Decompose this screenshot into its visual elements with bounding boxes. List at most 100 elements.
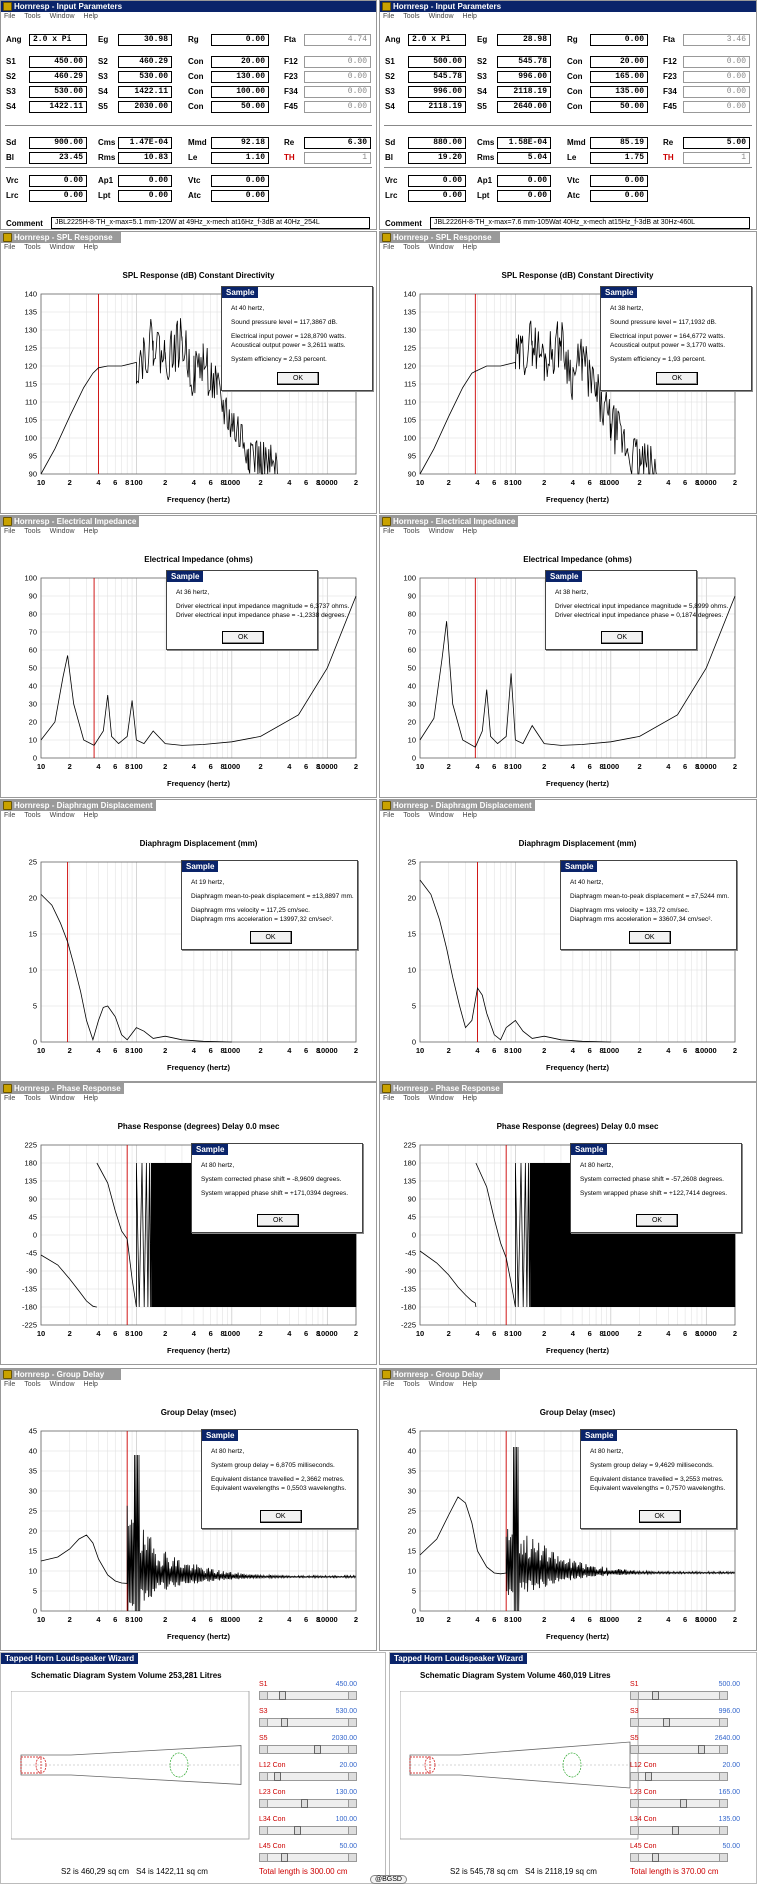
menu-item[interactable]: File (383, 1095, 395, 1102)
wizard-slider[interactable] (630, 1853, 728, 1862)
param-value-field[interactable]: 500.00 (408, 56, 466, 68)
slider-left-arrow[interactable] (260, 1746, 268, 1753)
slider-left-arrow[interactable] (631, 1800, 639, 1807)
ok-button[interactable]: OK (259, 1510, 302, 1523)
menu-item[interactable]: Tools (403, 1095, 420, 1102)
sample-dialog-title[interactable]: Sample (202, 1430, 239, 1441)
param-value-field[interactable]: 100.00 (211, 86, 269, 98)
window-titlebar[interactable]: Hornresp - Phase Response (1, 1083, 124, 1094)
window-titlebar[interactable]: Hornresp - Input Parameters (1, 1, 376, 12)
param-value-field[interactable]: 2118.19 (497, 86, 551, 98)
slider-left-arrow[interactable] (631, 1827, 639, 1834)
param-value-field[interactable]: 0.00 (590, 175, 648, 187)
param-value-field[interactable]: 460.29 (29, 71, 87, 83)
param-value-field[interactable]: 1 (683, 152, 750, 164)
slider-right-arrow[interactable] (348, 1719, 356, 1726)
menu-item[interactable]: File (383, 244, 395, 251)
sample-dialog-title[interactable]: Sample (546, 571, 583, 582)
wizard-slider[interactable] (630, 1772, 728, 1781)
param-value-field[interactable]: 0.00 (304, 101, 371, 113)
comment-field[interactable]: JBL2225H-8-TH_x-max=5.1 mm-120W at 49Hz_… (51, 217, 370, 229)
menu-item[interactable]: Tools (403, 812, 420, 819)
window-titlebar[interactable]: Hornresp - Electrical Impedance (1, 516, 140, 527)
slider-left-arrow[interactable] (631, 1746, 639, 1753)
param-value-field[interactable]: 1422.11 (118, 86, 172, 98)
sample-dialog-title[interactable]: Sample (167, 571, 204, 582)
menu-item[interactable]: Tools (24, 1381, 41, 1388)
slider-left-arrow[interactable] (631, 1773, 639, 1780)
menu-item[interactable]: Help (462, 13, 477, 20)
menu-item[interactable]: Window (49, 13, 75, 20)
window-titlebar[interactable]: Hornresp - Group Delay (1, 1369, 121, 1380)
param-value-field[interactable]: 2030.00 (118, 101, 172, 113)
ok-button[interactable]: OK (277, 372, 319, 385)
param-value-field[interactable]: 0.00 (683, 56, 750, 68)
param-value-field[interactable]: 5.04 (497, 152, 551, 164)
slider-thumb[interactable] (273, 1772, 281, 1781)
param-value-field[interactable]: 1422.11 (29, 101, 87, 113)
menu-item[interactable]: Tools (403, 528, 420, 535)
param-value-field[interactable]: 130.00 (211, 71, 269, 83)
slider-left-arrow[interactable] (260, 1719, 268, 1726)
ok-button[interactable]: OK (249, 931, 292, 944)
param-value-field[interactable]: 165.00 (590, 71, 648, 83)
param-value-field[interactable]: 450.00 (29, 56, 87, 68)
wizard-slider[interactable] (259, 1826, 357, 1835)
menu-item[interactable]: Help (83, 528, 98, 535)
param-value-field[interactable]: 0.00 (211, 34, 269, 46)
window-titlebar[interactable]: Hornresp - Diaphragm Displacement (380, 800, 535, 811)
param-value-field[interactable]: 0.00 (304, 56, 371, 68)
param-value-field[interactable]: 0.00 (304, 86, 371, 98)
menu-item[interactable]: Window (49, 1095, 75, 1102)
wizard-title[interactable]: Tapped Horn Loudspeaker Wizard (1, 1653, 139, 1664)
menu-item[interactable]: Help (83, 13, 98, 20)
param-value-field[interactable]: 1.58E-04 (497, 137, 551, 149)
param-value-field[interactable]: 0.00 (408, 175, 466, 187)
menu-item[interactable]: Tools (403, 13, 420, 20)
param-value-field[interactable]: 0.00 (590, 190, 648, 202)
param-value-field[interactable]: 1.47E-04 (118, 137, 172, 149)
wizard-slider[interactable] (630, 1691, 728, 1700)
comment-field[interactable]: JBL2226H-8-TH_x-max=7.6 mm-105Wat 40Hz_x… (430, 217, 750, 229)
slider-thumb[interactable] (279, 1691, 287, 1700)
param-value-field[interactable]: 2640.00 (497, 101, 551, 113)
menu-item[interactable]: Window (428, 1381, 454, 1388)
param-value-field[interactable]: 92.18 (211, 137, 269, 149)
menu-item[interactable]: Window (428, 1095, 454, 1102)
param-value-field[interactable]: 19.20 (408, 152, 466, 164)
wizard-title[interactable]: Tapped Horn Loudspeaker Wizard (390, 1653, 528, 1664)
param-value-field[interactable]: 20.00 (211, 56, 269, 68)
slider-right-arrow[interactable] (348, 1773, 356, 1780)
param-value-field[interactable]: 5.00 (683, 137, 750, 149)
param-value-field[interactable]: 23.45 (29, 152, 87, 164)
slider-right-arrow[interactable] (719, 1800, 727, 1807)
slider-right-arrow[interactable] (719, 1746, 727, 1753)
param-value-field[interactable]: 0.00 (683, 86, 750, 98)
sample-dialog-title[interactable]: Sample (222, 287, 259, 298)
slider-thumb[interactable] (672, 1826, 680, 1835)
slider-left-arrow[interactable] (260, 1827, 268, 1834)
sample-dialog-title[interactable]: Sample (601, 287, 638, 298)
param-value-field[interactable]: 530.00 (29, 86, 87, 98)
menu-item[interactable]: Tools (403, 244, 420, 251)
slider-left-arrow[interactable] (631, 1719, 639, 1726)
menu-item[interactable]: Window (428, 528, 454, 535)
param-value-field[interactable]: 0.00 (211, 175, 269, 187)
sample-dialog-title[interactable]: Sample (561, 861, 598, 872)
param-value-field[interactable]: 0.00 (497, 190, 551, 202)
menu-item[interactable]: Tools (24, 1095, 41, 1102)
param-value-field[interactable]: 996.00 (497, 71, 551, 83)
param-value-field[interactable]: 135.00 (590, 86, 648, 98)
menu-item[interactable]: File (4, 244, 16, 251)
ok-button[interactable]: OK (628, 931, 671, 944)
wizard-slider[interactable] (259, 1745, 357, 1754)
ok-button[interactable]: OK (636, 1214, 678, 1227)
param-value-field[interactable]: 3.46 (683, 34, 750, 46)
param-value-field[interactable]: 996.00 (408, 86, 466, 98)
menu-item[interactable]: Tools (24, 13, 41, 20)
menu-item[interactable]: Tools (24, 812, 41, 819)
param-value-field[interactable]: 0.00 (590, 34, 648, 46)
menu-item[interactable]: Help (462, 528, 477, 535)
slider-right-arrow[interactable] (719, 1773, 727, 1780)
param-value-field[interactable]: 0.00 (683, 71, 750, 83)
